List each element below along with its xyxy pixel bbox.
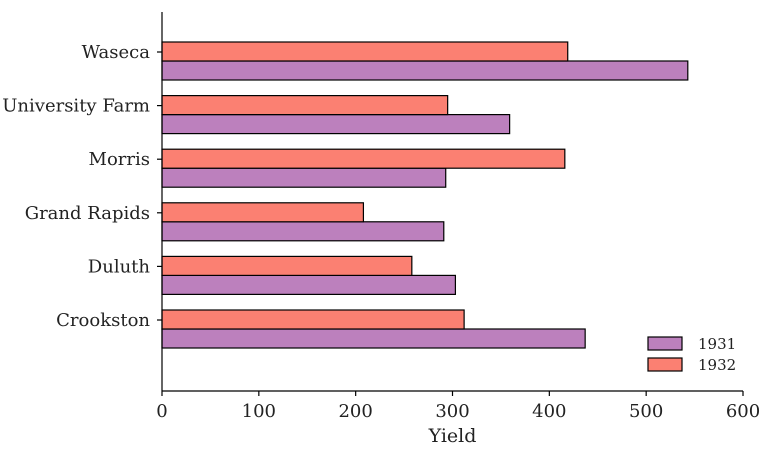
x-ticks: 0 100 200 300 400 500 600 [156,391,760,422]
bar-crookston-1932 [161,309,465,330]
x-axis-title: Yield [428,425,477,447]
y-tick-label-waseca: Waseca [82,42,151,63]
y-tick-label-morris: Morris [89,149,150,170]
bar-waseca-1932 [161,41,569,62]
x-tick-label-400: 400 [532,401,566,422]
bar-waseca-1931 [161,60,689,81]
bar-grand-rapids-1931 [161,221,445,242]
y-tick-label-crookston: Crookston [56,310,150,331]
x-tick-label-600: 600 [726,401,760,422]
x-tick-label-500: 500 [629,401,663,422]
legend-swatch-1931 [647,336,683,351]
x-tick-label-200: 200 [338,401,372,422]
bar-morris-1931 [161,167,447,188]
x-tick-label-0: 0 [156,401,167,422]
bar-crookston-1931 [161,328,586,349]
bar-grand-rapids-1932 [161,202,365,223]
y-tick-label-duluth: Duluth [88,256,151,277]
bar-duluth-1932 [161,255,413,276]
x-tick-label-300: 300 [435,401,469,422]
y-tick-label-university-farm: University Farm [2,96,150,117]
bar-morris-1932 [161,148,566,169]
bar-university-farm-1932 [161,94,449,116]
legend-swatch-1932 [647,357,683,372]
x-tick-label-100: 100 [242,401,276,422]
bars-layer [161,41,689,349]
legend: 1931 1932 [647,335,736,374]
bar-duluth-1931 [161,274,457,295]
legend-label-1931: 1931 [698,335,736,353]
y-ticks: Crookston Duluth Grand Rapids Morris Univers… [2,42,162,331]
y-tick-label-grand-rapids: Grand Rapids [25,203,150,224]
bar-university-farm-1931 [161,113,511,135]
legend-label-1932: 1932 [698,356,736,374]
